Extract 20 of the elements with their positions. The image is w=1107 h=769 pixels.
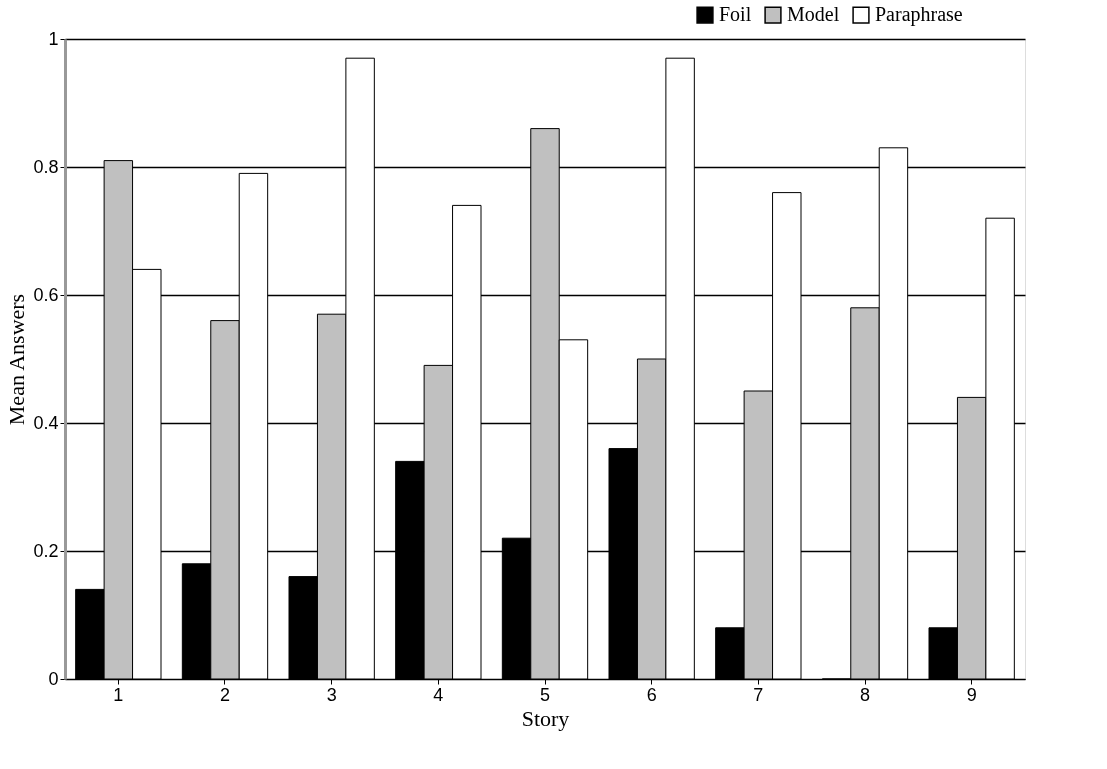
- x-tick-label: 6: [646, 684, 657, 705]
- y-tick-label: 0: [48, 668, 59, 689]
- y-tick-label: 1: [48, 28, 59, 49]
- y-axis-title: Mean Answers: [4, 293, 30, 426]
- x-tick-label: 2: [219, 684, 231, 705]
- y-tick-label: 0.4: [33, 412, 59, 433]
- x-axis-title: Story: [521, 705, 570, 731]
- y-tick-label: 0.2: [33, 540, 59, 561]
- x-tick-label: 7: [753, 684, 764, 705]
- y-tick-label: 0.8: [33, 156, 59, 177]
- x-tick-label: 8: [859, 684, 871, 705]
- x-tick-label: 3: [326, 684, 337, 705]
- legend-label: Paraphrase: [875, 3, 963, 27]
- x-tick-label: 1: [113, 684, 124, 705]
- x-tick-label: 5: [539, 684, 551, 705]
- x-tick-label: 9: [966, 684, 977, 705]
- legend-label: Model: [787, 3, 840, 26]
- legend-label: Foil: [719, 3, 752, 26]
- x-tick-label: 4: [433, 684, 444, 705]
- y-tick-label: 0.6: [33, 284, 59, 305]
